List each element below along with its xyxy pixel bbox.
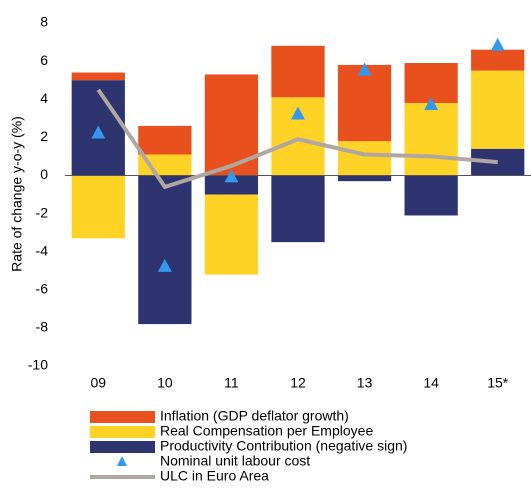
bar <box>471 49 525 71</box>
legend-swatch <box>117 456 127 466</box>
x-tick-label: 14 <box>423 375 439 391</box>
legend-swatch <box>90 411 155 423</box>
y-tick-label: 4 <box>40 90 48 106</box>
y-tick-label: -2 <box>36 204 49 220</box>
marker <box>490 37 505 51</box>
bar <box>471 70 525 149</box>
legend-swatch <box>90 441 155 453</box>
y-tick-label: -8 <box>36 319 49 335</box>
marker <box>157 258 172 272</box>
legend-label: Real Compensation per Employee <box>160 423 373 439</box>
x-tick-label: 13 <box>357 375 373 391</box>
marker <box>424 96 439 110</box>
legend-swatch <box>90 426 155 438</box>
x-tick-label: 12 <box>290 375 306 391</box>
bar <box>404 103 458 176</box>
line <box>96 88 498 190</box>
bar <box>337 175 392 182</box>
y-tick-label: 2 <box>40 128 48 144</box>
marker <box>224 169 239 183</box>
y-tick-label: -10 <box>28 357 48 373</box>
bar <box>138 175 192 325</box>
x-tick-label: 15* <box>487 375 509 391</box>
marker <box>291 106 305 120</box>
bar <box>337 141 392 176</box>
y-tick-label: 0 <box>40 166 48 182</box>
y-tick-label: 6 <box>40 52 48 68</box>
x-tick-label: 09 <box>90 375 106 391</box>
bar <box>138 125 192 155</box>
bar <box>204 175 259 195</box>
bar <box>71 72 125 81</box>
legend-label: Nominal unit labour cost <box>160 453 310 469</box>
legend-label: Inflation (GDP deflator growth) <box>160 408 349 424</box>
y-tick-label: -6 <box>36 280 49 296</box>
x-tick-label: 10 <box>157 375 173 391</box>
bar <box>404 63 458 104</box>
legend-label: ULC in Euro Area <box>160 468 269 484</box>
y-axis-title: Rate of change y-o-y (%) <box>9 116 25 272</box>
bar <box>404 175 458 216</box>
bar <box>271 175 325 243</box>
y-tick-label: 8 <box>40 14 48 30</box>
y-tick-label: -4 <box>36 242 49 258</box>
legend-label: Productivity Contribution (negative sign… <box>160 438 407 454</box>
bar <box>271 45 325 98</box>
x-tick-label: 11 <box>224 375 239 391</box>
bar <box>337 64 392 142</box>
marker <box>357 62 372 76</box>
bar <box>71 175 125 239</box>
marker <box>91 125 106 139</box>
bar <box>204 194 259 275</box>
